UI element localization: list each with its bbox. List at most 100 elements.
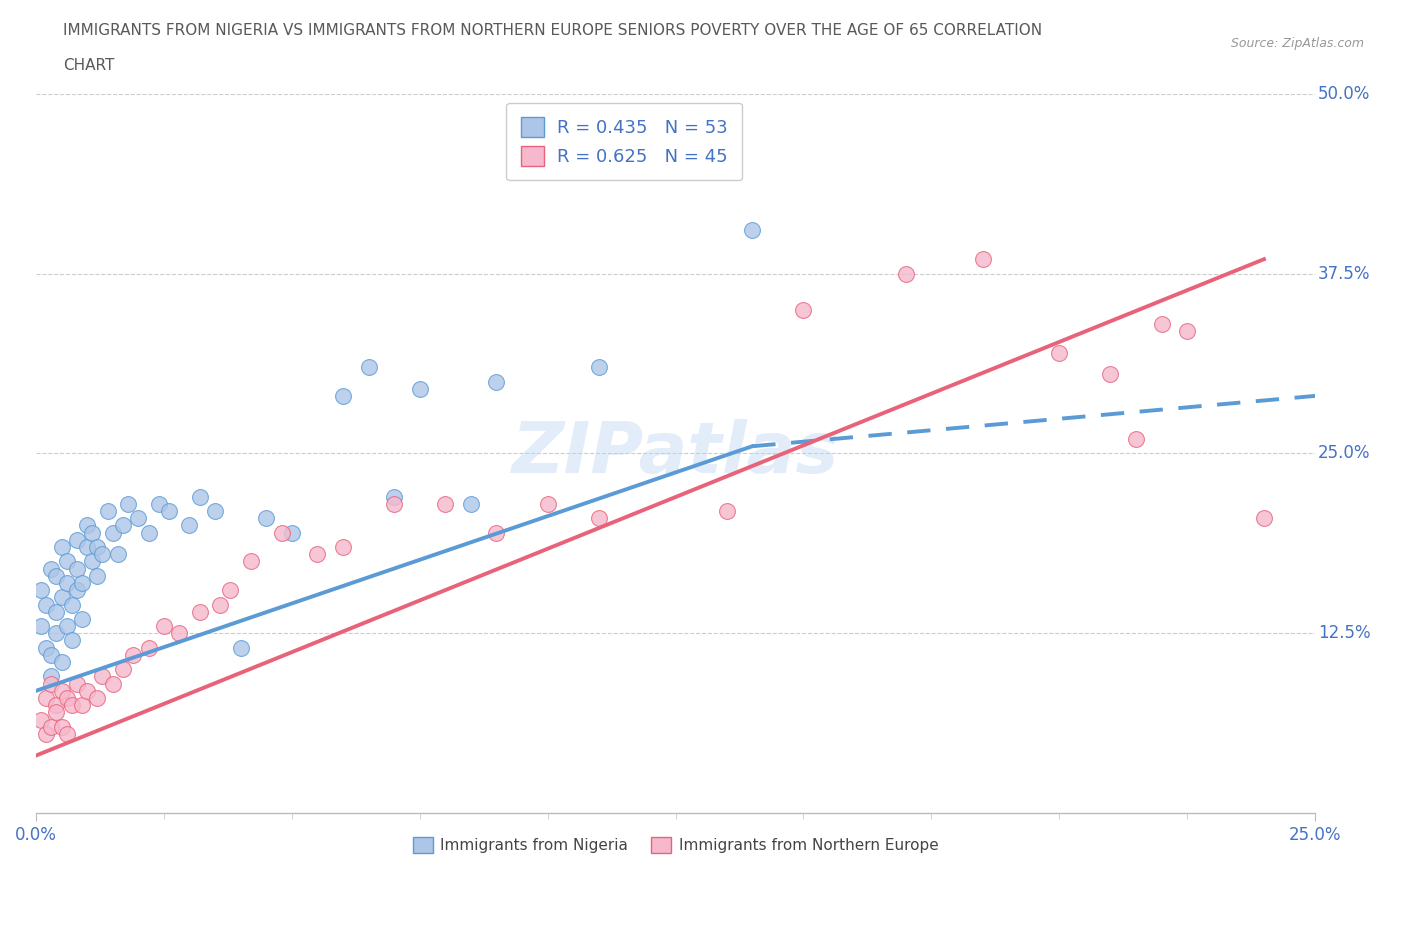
Point [382,489,405,504]
Text: ZIPatlas: ZIPatlas [512,418,839,488]
Point [1150,316,1173,331]
Point [332,539,354,554]
Point [86,568,108,583]
Point [138,525,160,540]
Point [51,539,73,554]
Point [148,497,170,512]
Point [45,626,67,641]
Point [45,568,67,583]
Point [716,503,738,518]
Point [76,518,98,533]
Point [127,511,149,525]
Point [39,561,62,576]
Point [70,576,93,591]
Point [51,720,73,735]
Point [741,223,763,238]
Point [55,576,77,591]
Text: Source: ZipAtlas.com: Source: ZipAtlas.com [1230,37,1364,50]
Point [179,518,201,533]
Point [35,691,58,706]
Point [35,726,58,741]
Point [66,676,89,691]
Point [588,360,610,375]
Point [281,525,304,540]
Point [86,539,108,554]
Point [51,590,73,604]
Point [97,503,120,518]
Point [60,698,83,712]
Point [30,618,52,633]
Point [39,676,62,691]
Point [357,360,380,375]
Point [111,518,134,533]
Point [1175,324,1198,339]
Point [76,684,98,698]
Point [60,633,83,648]
Point [111,662,134,677]
Point [460,497,482,512]
Point [332,389,354,404]
Point [30,712,52,727]
Point [91,669,114,684]
Point [1253,511,1275,525]
Point [167,626,190,641]
Text: 37.5%: 37.5% [1317,265,1371,283]
Point [55,726,77,741]
Point [39,669,62,684]
Point [204,503,226,518]
Point [157,503,180,518]
Point [434,497,457,512]
Point [60,597,83,612]
Point [138,640,160,655]
Point [66,583,89,598]
Point [35,640,58,655]
Point [972,252,994,267]
Point [45,604,67,619]
Point [307,547,329,562]
Text: 25.0%: 25.0% [1317,445,1371,462]
Point [107,547,129,562]
Point [239,554,262,569]
Point [66,561,89,576]
Point [51,684,73,698]
Point [408,381,430,396]
Point [51,655,73,670]
Point [536,497,558,512]
Point [209,597,232,612]
Point [101,525,124,540]
Point [229,640,252,655]
Point [55,618,77,633]
Text: IMMIGRANTS FROM NIGERIA VS IMMIGRANTS FROM NORTHERN EUROPE SENIORS POVERTY OVER : IMMIGRANTS FROM NIGERIA VS IMMIGRANTS FR… [63,23,1042,38]
Point [188,604,211,619]
Point [153,618,176,633]
Point [101,676,124,691]
Point [894,266,917,281]
Point [76,539,98,554]
Point [588,511,610,525]
Point [45,698,67,712]
Point [82,525,104,540]
Text: 50.0%: 50.0% [1317,85,1369,102]
Point [55,691,77,706]
Point [35,597,58,612]
Point [1099,366,1122,381]
Legend: Immigrants from Nigeria, Immigrants from Northern Europe: Immigrants from Nigeria, Immigrants from… [406,830,945,859]
Point [254,511,277,525]
Point [485,525,508,540]
Point [86,691,108,706]
Point [30,583,52,598]
Point [382,497,405,512]
Text: 12.5%: 12.5% [1317,624,1371,643]
Point [188,489,211,504]
Point [55,554,77,569]
Point [91,547,114,562]
Point [70,611,93,626]
Point [1047,345,1070,360]
Point [1125,432,1147,446]
Point [39,720,62,735]
Point [122,647,145,662]
Point [270,525,292,540]
Text: CHART: CHART [63,58,115,73]
Point [66,532,89,547]
Point [82,554,104,569]
